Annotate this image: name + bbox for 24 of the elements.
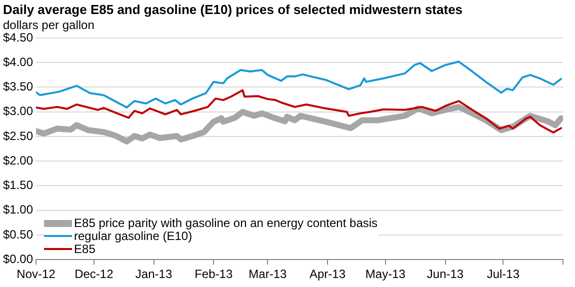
chart-title: Daily average E85 and gasoline (E10) prices of selected midwestern states (3, 2, 463, 17)
y-tick-label: $3.50 (3, 80, 34, 94)
y-tick-label: $0.50 (3, 227, 34, 242)
y-tick-label: $2.00 (3, 153, 34, 168)
y-tick-label: $1.00 (3, 202, 34, 217)
x-tick-label: Apr-13 (309, 267, 346, 282)
legend-label: E85 price parity with gasoline on an energy content basis (74, 216, 378, 230)
y-tick-label: $1.50 (3, 178, 34, 192)
x-tick-label: Feb-13 (194, 267, 233, 282)
y-tick-label: $0.00 (3, 252, 34, 266)
y-tick-label: $4.00 (3, 54, 34, 69)
x-tick-label: Nov-12 (16, 267, 56, 282)
x-tick-label: Jul-13 (486, 267, 520, 282)
y-tick-label: $2.50 (3, 128, 34, 143)
x-tick-label: May-13 (365, 267, 406, 282)
x-tick-label: Jun-13 (426, 267, 464, 282)
y-tick-label: $4.50 (3, 30, 34, 44)
x-tick-label: Dec-12 (74, 267, 114, 282)
y-tick-label: $3.00 (3, 104, 34, 118)
x-tick-label: Mar-13 (248, 267, 287, 282)
x-tick-label: Jan-13 (135, 267, 172, 282)
y-axis-title: dollars per gallon (3, 18, 94, 32)
legend-label: regular gasoline (E10) (74, 228, 192, 243)
legend-label: E85 (74, 242, 96, 256)
